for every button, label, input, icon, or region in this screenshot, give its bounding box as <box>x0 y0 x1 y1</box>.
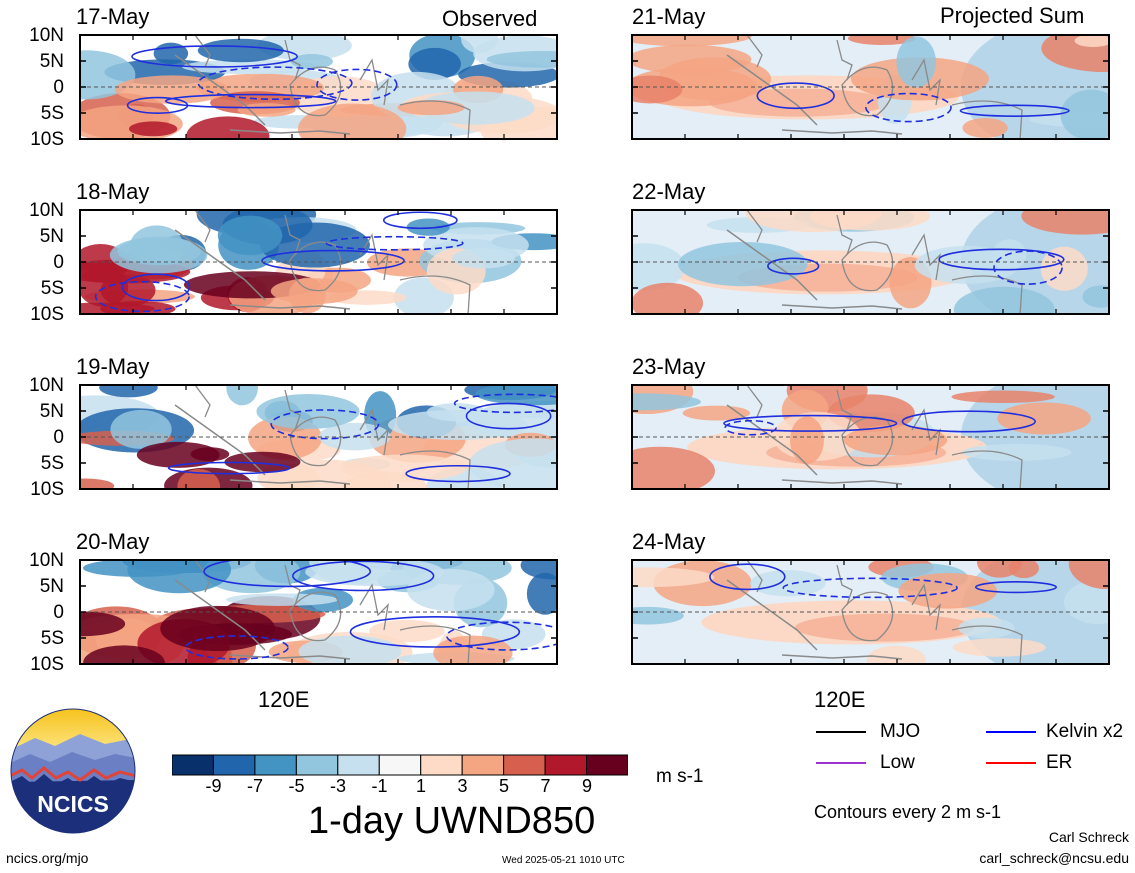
lat-label: 5N <box>39 226 64 247</box>
lat-label: 10N <box>29 550 64 571</box>
colorbar-swatch <box>544 754 588 776</box>
colorbar-swatch <box>586 754 628 776</box>
legend-label-er: ER <box>1046 752 1073 773</box>
legend-label-mjo: MJO <box>880 721 921 742</box>
map-panel <box>632 35 1109 139</box>
footer-url: ncics.org/mjo <box>6 850 89 866</box>
colorbar-tick-label: -7 <box>246 776 263 796</box>
lat-label: 10N <box>29 200 64 221</box>
lat-label: 5N <box>39 401 64 422</box>
legend-line-low <box>816 762 866 764</box>
panel-date-19-may: 19-May <box>76 354 150 379</box>
colorbar-tick-label: 9 <box>581 776 592 796</box>
lat-label: 0 <box>53 427 64 448</box>
projected-sum-label: Projected Sum <box>940 3 1085 28</box>
panel-date-20-may: 20-May <box>76 529 150 554</box>
colorbar-tick-label: -9 <box>205 776 222 796</box>
panel-date-17-may: 17-May <box>76 4 150 29</box>
colorbar-units: m s-1 <box>656 766 704 787</box>
observed-label: Observed <box>442 6 538 31</box>
colorbar-tick-label: 1 <box>415 776 426 796</box>
lon-label-left: 120E <box>258 687 310 712</box>
footer-timestamp: Wed 2025-05-21 1010 UTC <box>502 855 625 866</box>
panel-date-18-may: 18-May <box>76 179 150 204</box>
legend-line-er <box>986 762 1036 764</box>
lat-label: 5N <box>39 51 64 72</box>
ncics-logo: NCICS <box>10 708 136 834</box>
lat-label: 10S <box>30 304 64 325</box>
colorbar-swatch <box>337 754 380 776</box>
colorbar-swatch <box>254 754 297 776</box>
legend-label-low: Low <box>880 752 915 773</box>
colorbar-tick-label: -1 <box>371 776 388 796</box>
footer-email: carl_schreck@ncsu.edu <box>979 850 1129 866</box>
colorbar-swatch <box>212 754 256 776</box>
colorbar-tick-label: 3 <box>457 776 468 796</box>
colorbar-swatch <box>295 754 339 776</box>
lat-label: 0 <box>53 252 64 273</box>
lat-label: 5N <box>39 576 64 597</box>
panel-date-23-may: 23-May <box>632 354 706 379</box>
map-panel <box>80 210 557 314</box>
footer-author: Carl Schreck <box>1048 829 1129 845</box>
colorbar-swatch <box>503 754 546 776</box>
lat-label: 10N <box>29 25 64 46</box>
colorbar-swatch <box>172 754 214 776</box>
colorbar-swatch <box>420 754 463 776</box>
lat-label: 5S <box>40 628 64 649</box>
lat-label: 10S <box>30 129 64 150</box>
contour-note: Contours every 2 m s-1 <box>814 802 1002 822</box>
map-panel <box>80 35 557 139</box>
colorbar-swatch <box>378 754 422 776</box>
lat-label: 5S <box>40 453 64 474</box>
legend-line-mjo <box>816 731 866 733</box>
panel-date-21-may: 21-May <box>632 4 706 29</box>
colorbar-tick-label: 7 <box>540 776 551 796</box>
logo-text: NCICS <box>37 791 109 817</box>
lat-label: 0 <box>53 77 64 98</box>
lat-label: 10N <box>29 375 64 396</box>
map-panel <box>80 560 557 664</box>
colorbar-tick-label: -5 <box>288 776 305 796</box>
lat-label: 10S <box>30 479 64 500</box>
variable-title: 1-day UWND850 <box>308 800 596 842</box>
colorbar-tick-label: 5 <box>498 776 509 796</box>
colorbar-tick-label: -3 <box>329 776 346 796</box>
panel-date-24-may: 24-May <box>632 529 706 554</box>
legend-label-kelvin: Kelvin x2 <box>1046 721 1124 742</box>
legend-line-kelvin <box>986 731 1036 733</box>
panel-date-22-may: 22-May <box>632 179 706 204</box>
lon-label-right: 120E <box>814 687 866 712</box>
map-panel <box>80 385 557 489</box>
lat-label: 10S <box>30 654 64 675</box>
lat-label: 5S <box>40 278 64 299</box>
colorbar-swatch <box>461 754 505 776</box>
colorbar <box>172 754 628 776</box>
lat-label: 0 <box>53 602 64 623</box>
lat-label: 5S <box>40 103 64 124</box>
